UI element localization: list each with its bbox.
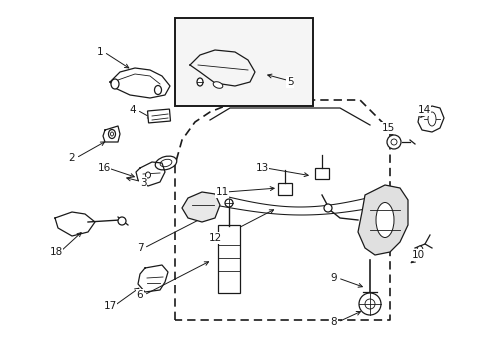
- Ellipse shape: [390, 139, 396, 145]
- Text: 7: 7: [137, 243, 143, 253]
- Text: 12: 12: [208, 233, 221, 243]
- Polygon shape: [357, 185, 407, 255]
- Ellipse shape: [324, 204, 331, 212]
- Ellipse shape: [108, 130, 115, 139]
- Ellipse shape: [224, 199, 232, 207]
- Text: 14: 14: [417, 105, 430, 115]
- Polygon shape: [182, 192, 220, 222]
- Text: 18: 18: [49, 247, 62, 257]
- Bar: [147, 109, 170, 123]
- Ellipse shape: [416, 246, 422, 254]
- Text: 4: 4: [129, 105, 136, 115]
- Text: 3: 3: [140, 178, 146, 188]
- Ellipse shape: [118, 217, 126, 225]
- Ellipse shape: [386, 135, 400, 149]
- Ellipse shape: [111, 79, 119, 89]
- Bar: [175, 18, 312, 106]
- Text: 15: 15: [381, 123, 394, 133]
- Text: 1: 1: [97, 47, 103, 57]
- Text: 2: 2: [68, 153, 75, 163]
- Text: 11: 11: [215, 187, 228, 197]
- Ellipse shape: [155, 156, 176, 170]
- Ellipse shape: [358, 293, 380, 315]
- Ellipse shape: [154, 86, 161, 95]
- Ellipse shape: [213, 82, 223, 88]
- Bar: [218, 225, 240, 293]
- Text: 13: 13: [255, 163, 268, 173]
- Bar: [278, 183, 291, 195]
- Text: 17: 17: [103, 301, 116, 311]
- Text: 8: 8: [330, 317, 337, 327]
- Ellipse shape: [110, 132, 113, 136]
- Ellipse shape: [427, 112, 435, 126]
- Text: 5: 5: [286, 77, 293, 87]
- Text: 6: 6: [137, 290, 143, 300]
- Ellipse shape: [145, 172, 150, 178]
- Ellipse shape: [364, 299, 374, 309]
- Ellipse shape: [375, 202, 393, 238]
- Text: 9: 9: [330, 273, 337, 283]
- Bar: [314, 168, 328, 179]
- Text: 10: 10: [410, 250, 424, 260]
- Ellipse shape: [160, 159, 171, 167]
- Text: 16: 16: [97, 163, 110, 173]
- Ellipse shape: [197, 78, 203, 86]
